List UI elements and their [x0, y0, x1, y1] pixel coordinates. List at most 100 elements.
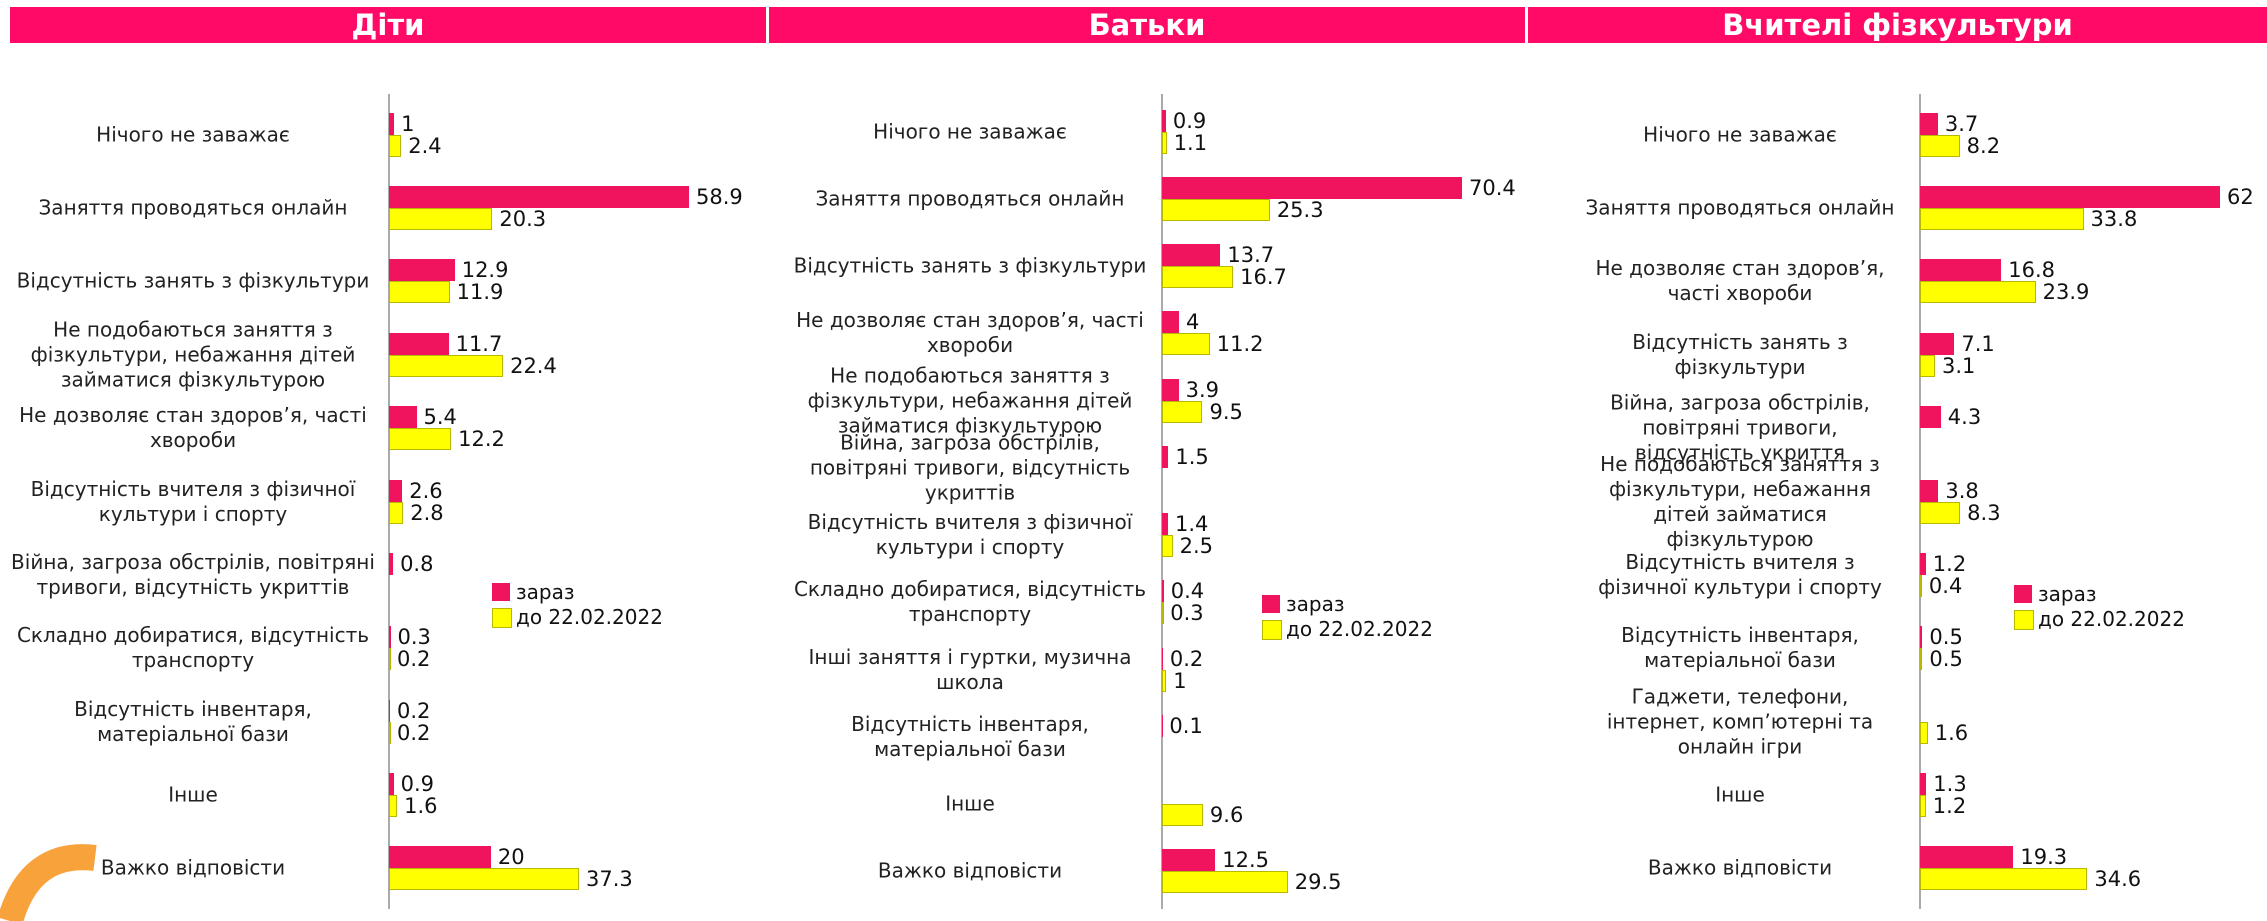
bar — [389, 186, 689, 209]
bar — [1920, 721, 1928, 744]
value-label: 13.7 — [1227, 243, 1275, 268]
value-label: 0.4 — [1170, 579, 1205, 604]
category-label: Нічого не заважає — [96, 122, 290, 147]
value-label: 12.2 — [458, 427, 505, 452]
bar — [389, 208, 493, 231]
bar — [1920, 552, 1926, 575]
bar — [1162, 513, 1168, 536]
value-label: 3.7 — [1944, 111, 1979, 136]
value-label: 11.9 — [456, 280, 504, 305]
value-label: 0.5 — [1929, 647, 1963, 672]
bar — [1920, 501, 1961, 524]
bar — [389, 794, 398, 817]
bar — [1162, 580, 1164, 603]
bar — [389, 552, 394, 575]
value-label: 34.6 — [2094, 867, 2142, 892]
bar — [1162, 400, 1203, 423]
category-label: Інше — [1715, 782, 1765, 807]
bar — [1162, 445, 1169, 468]
value-label: 0.2 — [1169, 646, 1204, 671]
bar — [1162, 647, 1163, 670]
bar — [1162, 311, 1180, 334]
value-label: 12.5 — [1222, 848, 1270, 873]
value-label: 3.1 — [1942, 353, 1976, 378]
value-label: 2.8 — [410, 500, 444, 525]
value-label: 20 — [497, 845, 525, 870]
value-label: 0.4 — [1928, 573, 1963, 598]
panel-title: Батьки — [769, 7, 1525, 43]
category-label: Не подобаються заняття з фізкультури, не… — [807, 363, 1133, 438]
bar — [1920, 479, 1939, 502]
bar — [1162, 378, 1179, 401]
bar — [389, 626, 391, 649]
value-label: 25.3 — [1276, 197, 1324, 222]
bar — [1920, 259, 2002, 282]
bar — [389, 332, 449, 355]
category-label: Важко відповісти — [100, 855, 286, 880]
category-label: Не дозволяє стан здоров’я, часті хвороби — [1595, 256, 1885, 306]
legend-label: до 22.02.2022 — [2038, 607, 2185, 631]
value-label: 29.5 — [1294, 870, 1342, 895]
category-label: Нічого не заважає — [1643, 122, 1837, 147]
bar — [1162, 333, 1210, 356]
legend-label: до 22.02.2022 — [1286, 617, 1433, 641]
bar — [1162, 602, 1164, 625]
value-label: 58.9 — [696, 185, 743, 210]
bar — [389, 259, 455, 282]
value-label: 0.8 — [400, 551, 434, 576]
bar — [389, 501, 404, 524]
panel-title: Діти — [10, 7, 766, 43]
bar — [389, 721, 391, 744]
value-label: 1.3 — [1933, 771, 1967, 796]
value-label: 1.1 — [1173, 130, 1208, 155]
legend-label: зараз — [516, 580, 575, 604]
bar — [1920, 626, 1923, 649]
bar — [1920, 186, 2220, 209]
category-label: Відсутність вчителя з фізичної культури … — [30, 476, 356, 526]
value-label: 8.3 — [1967, 500, 2001, 525]
value-label: 4.3 — [1947, 405, 1982, 430]
value-label: 0.2 — [397, 720, 431, 745]
category-label: Відсутність інвентаря, матеріальної бази — [1621, 623, 1859, 673]
bar — [389, 428, 452, 451]
category-label: Нічого не заважає — [873, 119, 1067, 144]
value-label: 0.2 — [397, 698, 431, 723]
category-label: Відсутність занять з фізкультури — [16, 268, 370, 293]
legend-label: до 22.02.2022 — [516, 605, 663, 629]
category-label: Інше — [168, 782, 218, 807]
bar — [1920, 868, 2088, 891]
value-label: 37.3 — [585, 867, 633, 892]
value-label: 1.2 — [1932, 793, 1967, 818]
category-label: Відсутність вчителя з фізичної культури … — [807, 510, 1133, 560]
value-label: 0.5 — [1929, 625, 1963, 650]
legend-swatch — [2014, 585, 2032, 603]
value-label: 3.9 — [1185, 377, 1220, 402]
category-label: Війна, загроза обстрілів, повітряні трив… — [11, 549, 375, 599]
value-label: 0.1 — [1169, 713, 1203, 738]
value-label: 9.6 — [1209, 803, 1244, 828]
value-label: 33.8 — [2090, 207, 2138, 232]
value-label: 1.2 — [1932, 551, 1967, 576]
value-label: 16.8 — [2008, 258, 2056, 283]
category-label: Важко відповісти — [1647, 855, 1833, 880]
category-label: Заняття проводяться онлайн — [1585, 195, 1895, 220]
value-label: 23.9 — [2042, 280, 2090, 305]
bar — [1920, 112, 1938, 135]
bar — [1920, 134, 1960, 157]
bar — [1162, 244, 1221, 267]
category-label: Не дозволяє стан здоров’я, часті хвороби — [19, 403, 367, 453]
category-label: Гаджети, телефони, інтернет, комп’ютерні… — [1606, 684, 1874, 759]
value-label: 0.2 — [397, 647, 431, 672]
legend-swatch — [2014, 610, 2034, 630]
value-label: 5.4 — [423, 405, 457, 430]
bar — [1920, 208, 2084, 231]
value-label: 1 — [1173, 668, 1187, 693]
bar — [389, 112, 395, 135]
value-label: 0.3 — [1170, 601, 1204, 626]
value-label: 1.6 — [1934, 720, 1969, 745]
value-label: 70.4 — [1469, 175, 1516, 200]
bar — [389, 772, 394, 795]
value-label: 11.2 — [1216, 332, 1264, 357]
bar — [1162, 176, 1462, 199]
category-label: Війна, загроза обстрілів, повітряні трив… — [1610, 390, 1870, 465]
